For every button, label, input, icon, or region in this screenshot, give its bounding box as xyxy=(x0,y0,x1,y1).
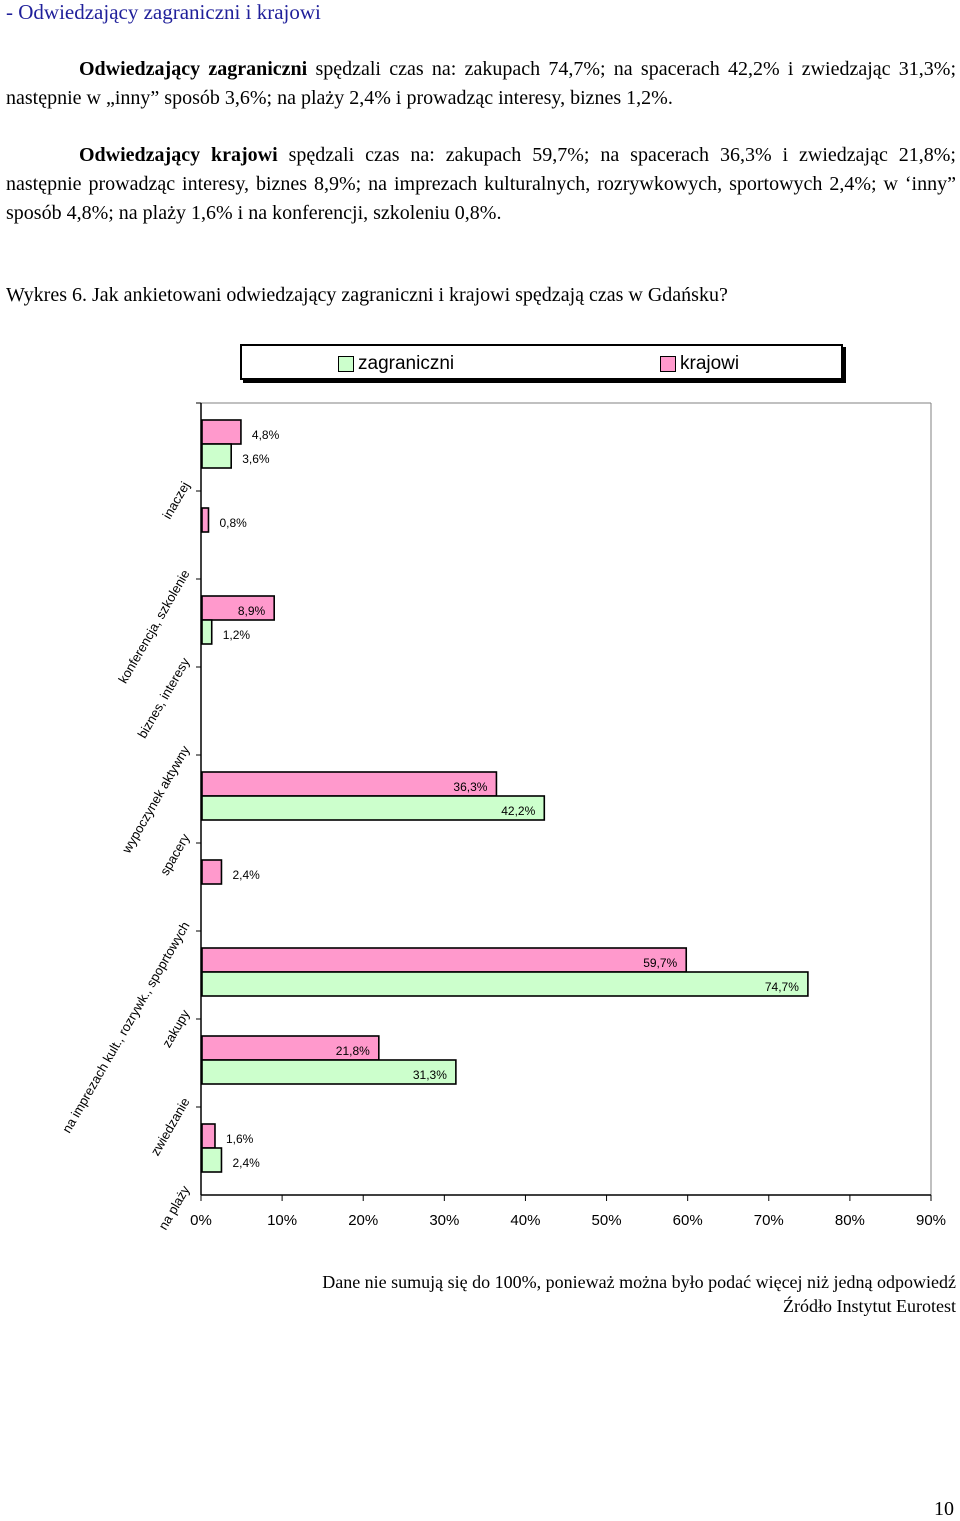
data-label: 42,2% xyxy=(501,804,535,818)
legend-label-krajowi: krajowi xyxy=(680,353,740,374)
section-heading: - Odwiedzający zagraniczni i krajowi xyxy=(6,0,321,24)
bar-krajowi xyxy=(201,507,210,533)
paragraph-foreign-bold: Odwiedzający zagraniczni xyxy=(79,58,308,80)
bar-krajowi xyxy=(201,419,242,445)
category-label: inaczej xyxy=(159,479,192,522)
category-label: na plaży xyxy=(155,1183,192,1233)
footnote-source: Źródło Instytut Eurotest xyxy=(783,1296,956,1316)
paragraph-foreign-text: spędzali czas na: zakupach 74,7%; na spa… xyxy=(6,58,956,109)
x-tick-label: 90% xyxy=(916,1212,946,1229)
bar-krajowi xyxy=(201,947,688,973)
page-number: 10 xyxy=(934,1498,954,1520)
data-label: 21,8% xyxy=(336,1044,370,1058)
bar-zagraniczni xyxy=(201,443,233,469)
data-label: 31,3% xyxy=(413,1068,447,1082)
category-label: zwiedzanie xyxy=(147,1095,192,1158)
category-label: spacery xyxy=(157,831,193,878)
data-label: 36,3% xyxy=(453,780,487,794)
legend-swatch-krajowi xyxy=(660,356,676,372)
bar-zagraniczni xyxy=(201,795,546,821)
category-label: biznes, interesy xyxy=(134,655,192,741)
paragraph-domestic: Odwiedzający krajowi spędzali czas na: z… xyxy=(6,141,956,228)
legend-label-zagraniczni: zagraniczni xyxy=(358,353,455,374)
bar-zagraniczni xyxy=(201,971,809,997)
bar-chart: 0% 10% 20% 30% 40% 50% 60% 70% 80% 90% inaczej 4,8%… xyxy=(59,402,946,1233)
paragraph-domestic-text: spędzali czas na: zakupach 59,7%; na spa… xyxy=(6,144,956,224)
chart-caption: Wykres 6. Jak ankietowani odwiedzający z… xyxy=(6,284,728,306)
chart-legend: zagraniczni krajowi xyxy=(240,344,843,380)
data-label: 74,7% xyxy=(765,980,799,994)
bar-zagraniczni xyxy=(201,1059,457,1085)
x-tick-label: 20% xyxy=(348,1212,378,1229)
category-label: zakupy xyxy=(159,1007,193,1051)
x-tick-label: 50% xyxy=(592,1212,622,1229)
x-tick-label: 40% xyxy=(510,1212,540,1229)
data-label: 8,9% xyxy=(238,604,266,618)
bar-krajowi xyxy=(201,595,275,621)
x-tick-label: 70% xyxy=(754,1212,784,1229)
x-tick-label: 80% xyxy=(835,1212,865,1229)
legend-item-krajowi: krajowi xyxy=(660,353,739,375)
data-label: 59,7% xyxy=(643,956,677,970)
bar-krajowi xyxy=(201,1123,216,1149)
legend-swatch-zagraniczni xyxy=(338,356,354,372)
x-tick-label: 60% xyxy=(673,1212,703,1229)
x-tick-label: 10% xyxy=(267,1212,297,1229)
x-tick-label: 0% xyxy=(190,1212,212,1229)
x-tick-label: 30% xyxy=(429,1212,459,1229)
bar-zagraniczni xyxy=(201,619,213,645)
bar-krajowi xyxy=(201,771,498,797)
bar-krajowi xyxy=(201,859,223,885)
legend-item-zagraniczni: zagraniczni xyxy=(338,353,454,375)
data-label: 0,8% xyxy=(219,516,247,530)
bar-zagraniczni xyxy=(201,1147,223,1173)
data-label: 3,6% xyxy=(242,452,270,466)
paragraph-foreign: Odwiedzający zagraniczni spędzali czas n… xyxy=(6,55,956,113)
data-label: 1,2% xyxy=(223,628,251,642)
paragraph-domestic-bold: Odwiedzający krajowi xyxy=(79,144,278,166)
data-label: 1,6% xyxy=(226,1132,254,1146)
data-label: 2,4% xyxy=(232,868,260,882)
bar-krajowi xyxy=(201,1035,380,1061)
data-label: 4,8% xyxy=(252,428,280,442)
data-label: 2,4% xyxy=(232,1156,260,1170)
footnote-sum: Dane nie sumują się do 100%, ponieważ mo… xyxy=(322,1272,956,1292)
